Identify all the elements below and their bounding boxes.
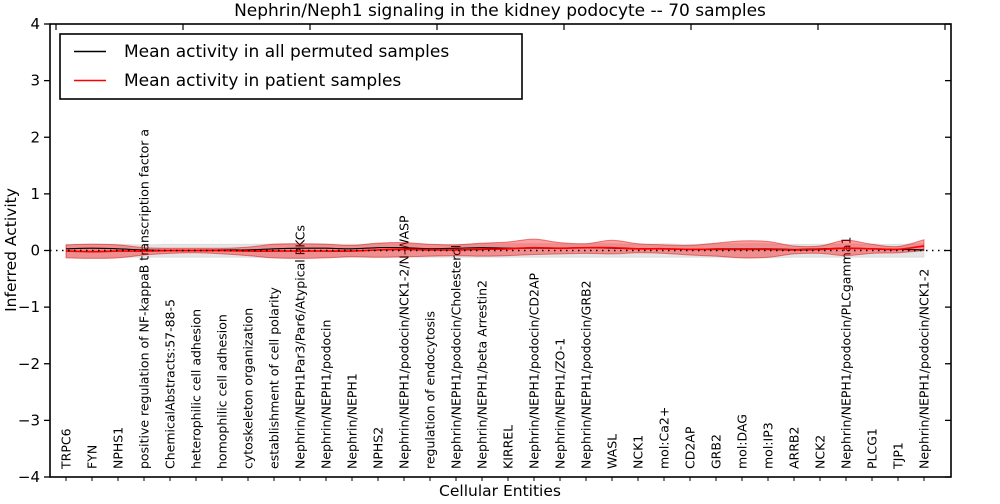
legend: Mean activity in all permuted samples Me… — [59, 33, 523, 100]
x-tick-label: Nephrin/NEPH1/podocin/PLCgamma1 — [839, 237, 854, 469]
x-tick-label: Nephrin/NEPH1Par3/Par6/Atypical PKCs — [293, 225, 308, 469]
x-tick-labels: TRPC6 FYN NPHS1 positive regulation of NF-k… — [59, 129, 932, 470]
x-tick-label: Nephrin/NEPH1 — [345, 373, 360, 469]
x-tick-label: establishment of cell polarity — [267, 287, 282, 469]
x-tick-label: heterophilic cell adhesion — [189, 309, 204, 469]
x-tick-label: TRPC6 — [59, 428, 74, 470]
x-tick-label: PLCG1 — [865, 428, 880, 469]
x-axis-label: Cellular Entities — [439, 482, 561, 500]
x-tick-label: mol:Ca2+ — [657, 407, 672, 469]
x-tick-label: Nephrin/NEPH1/podocin/NCK1-2 — [917, 269, 932, 469]
x-tick-label: regulation of endocytosis — [423, 311, 438, 469]
chart-title: Nephrin/Neph1 signaling in the kidney po… — [234, 1, 766, 21]
x-tick-label: Nephrin/NEPH1/beta Arrestin2 — [475, 280, 490, 469]
x-tick-label: CD2AP — [683, 426, 698, 469]
x-tick-label: NPHS1 — [111, 427, 126, 469]
x-tick-label: mol:DAG — [735, 414, 750, 469]
y-tick-label: −2 — [18, 355, 40, 373]
y-axis-label: Inferred Activity — [2, 188, 20, 312]
plot-artists — [50, 238, 951, 259]
x-tick-label: WASL — [605, 434, 620, 469]
patient-mean-line — [65, 245, 925, 253]
x-tick-label: positive regulation of NF-kappaB transcr… — [137, 129, 152, 469]
x-tick-label: GRB2 — [709, 434, 724, 469]
x-tick-label: Nephrin/NEPH1/podocin — [319, 320, 334, 469]
x-tick-label: Nephrin/NEPH1/podocin/NCK1-2/N-WASP — [397, 215, 412, 469]
x-tick-label: Nephrin/NEPH1/ZO-1 — [553, 338, 568, 469]
y-tick-label: 2 — [30, 128, 40, 146]
axes-frame — [44, 23, 952, 481]
y-tick-label: 1 — [30, 185, 40, 203]
x-tick-label: FYN — [85, 445, 100, 469]
y-tick-label: −3 — [18, 411, 40, 429]
x-tick-label: Nephrin/NEPH1/podocin/Cholesterol — [449, 245, 464, 469]
x-tick-label: cytoskeleton organization — [241, 308, 256, 469]
x-tick-label: mol:IP3 — [761, 422, 776, 469]
x-tick-label: NPHS2 — [371, 427, 386, 469]
x-tick-label: NCK2 — [813, 435, 828, 469]
y-tick-label: −1 — [18, 298, 40, 316]
x-tick-label: NCK1 — [631, 435, 646, 469]
y-tick-label: 4 — [30, 15, 40, 33]
x-tick-label: Nephrin/NEPH1/podocin/CD2AP — [527, 273, 542, 469]
legend-label-permuted: Mean activity in all permuted samples — [124, 42, 449, 62]
y-tick-label: 3 — [30, 72, 40, 90]
legend-label-patient: Mean activity in patient samples — [124, 71, 401, 91]
y-tick-label: −4 — [18, 468, 40, 486]
legend-box — [59, 33, 523, 100]
x-tick-label: ChemicalAbstracts:57-88-5 — [163, 299, 178, 469]
x-tick-label: ARRB2 — [787, 427, 802, 469]
x-tick-label: Nephrin/NEPH1/podocin/GRB2 — [579, 280, 594, 469]
y-tick-label: 0 — [30, 242, 40, 260]
y-tick-labels: 4 3 2 1 0 −1 −2 −3 −4 — [18, 15, 40, 486]
x-tick-label: KIRREL — [501, 425, 516, 469]
x-tick-label: homophilic cell adhesion — [215, 314, 230, 469]
x-tick-label: TJP1 — [891, 442, 906, 470]
